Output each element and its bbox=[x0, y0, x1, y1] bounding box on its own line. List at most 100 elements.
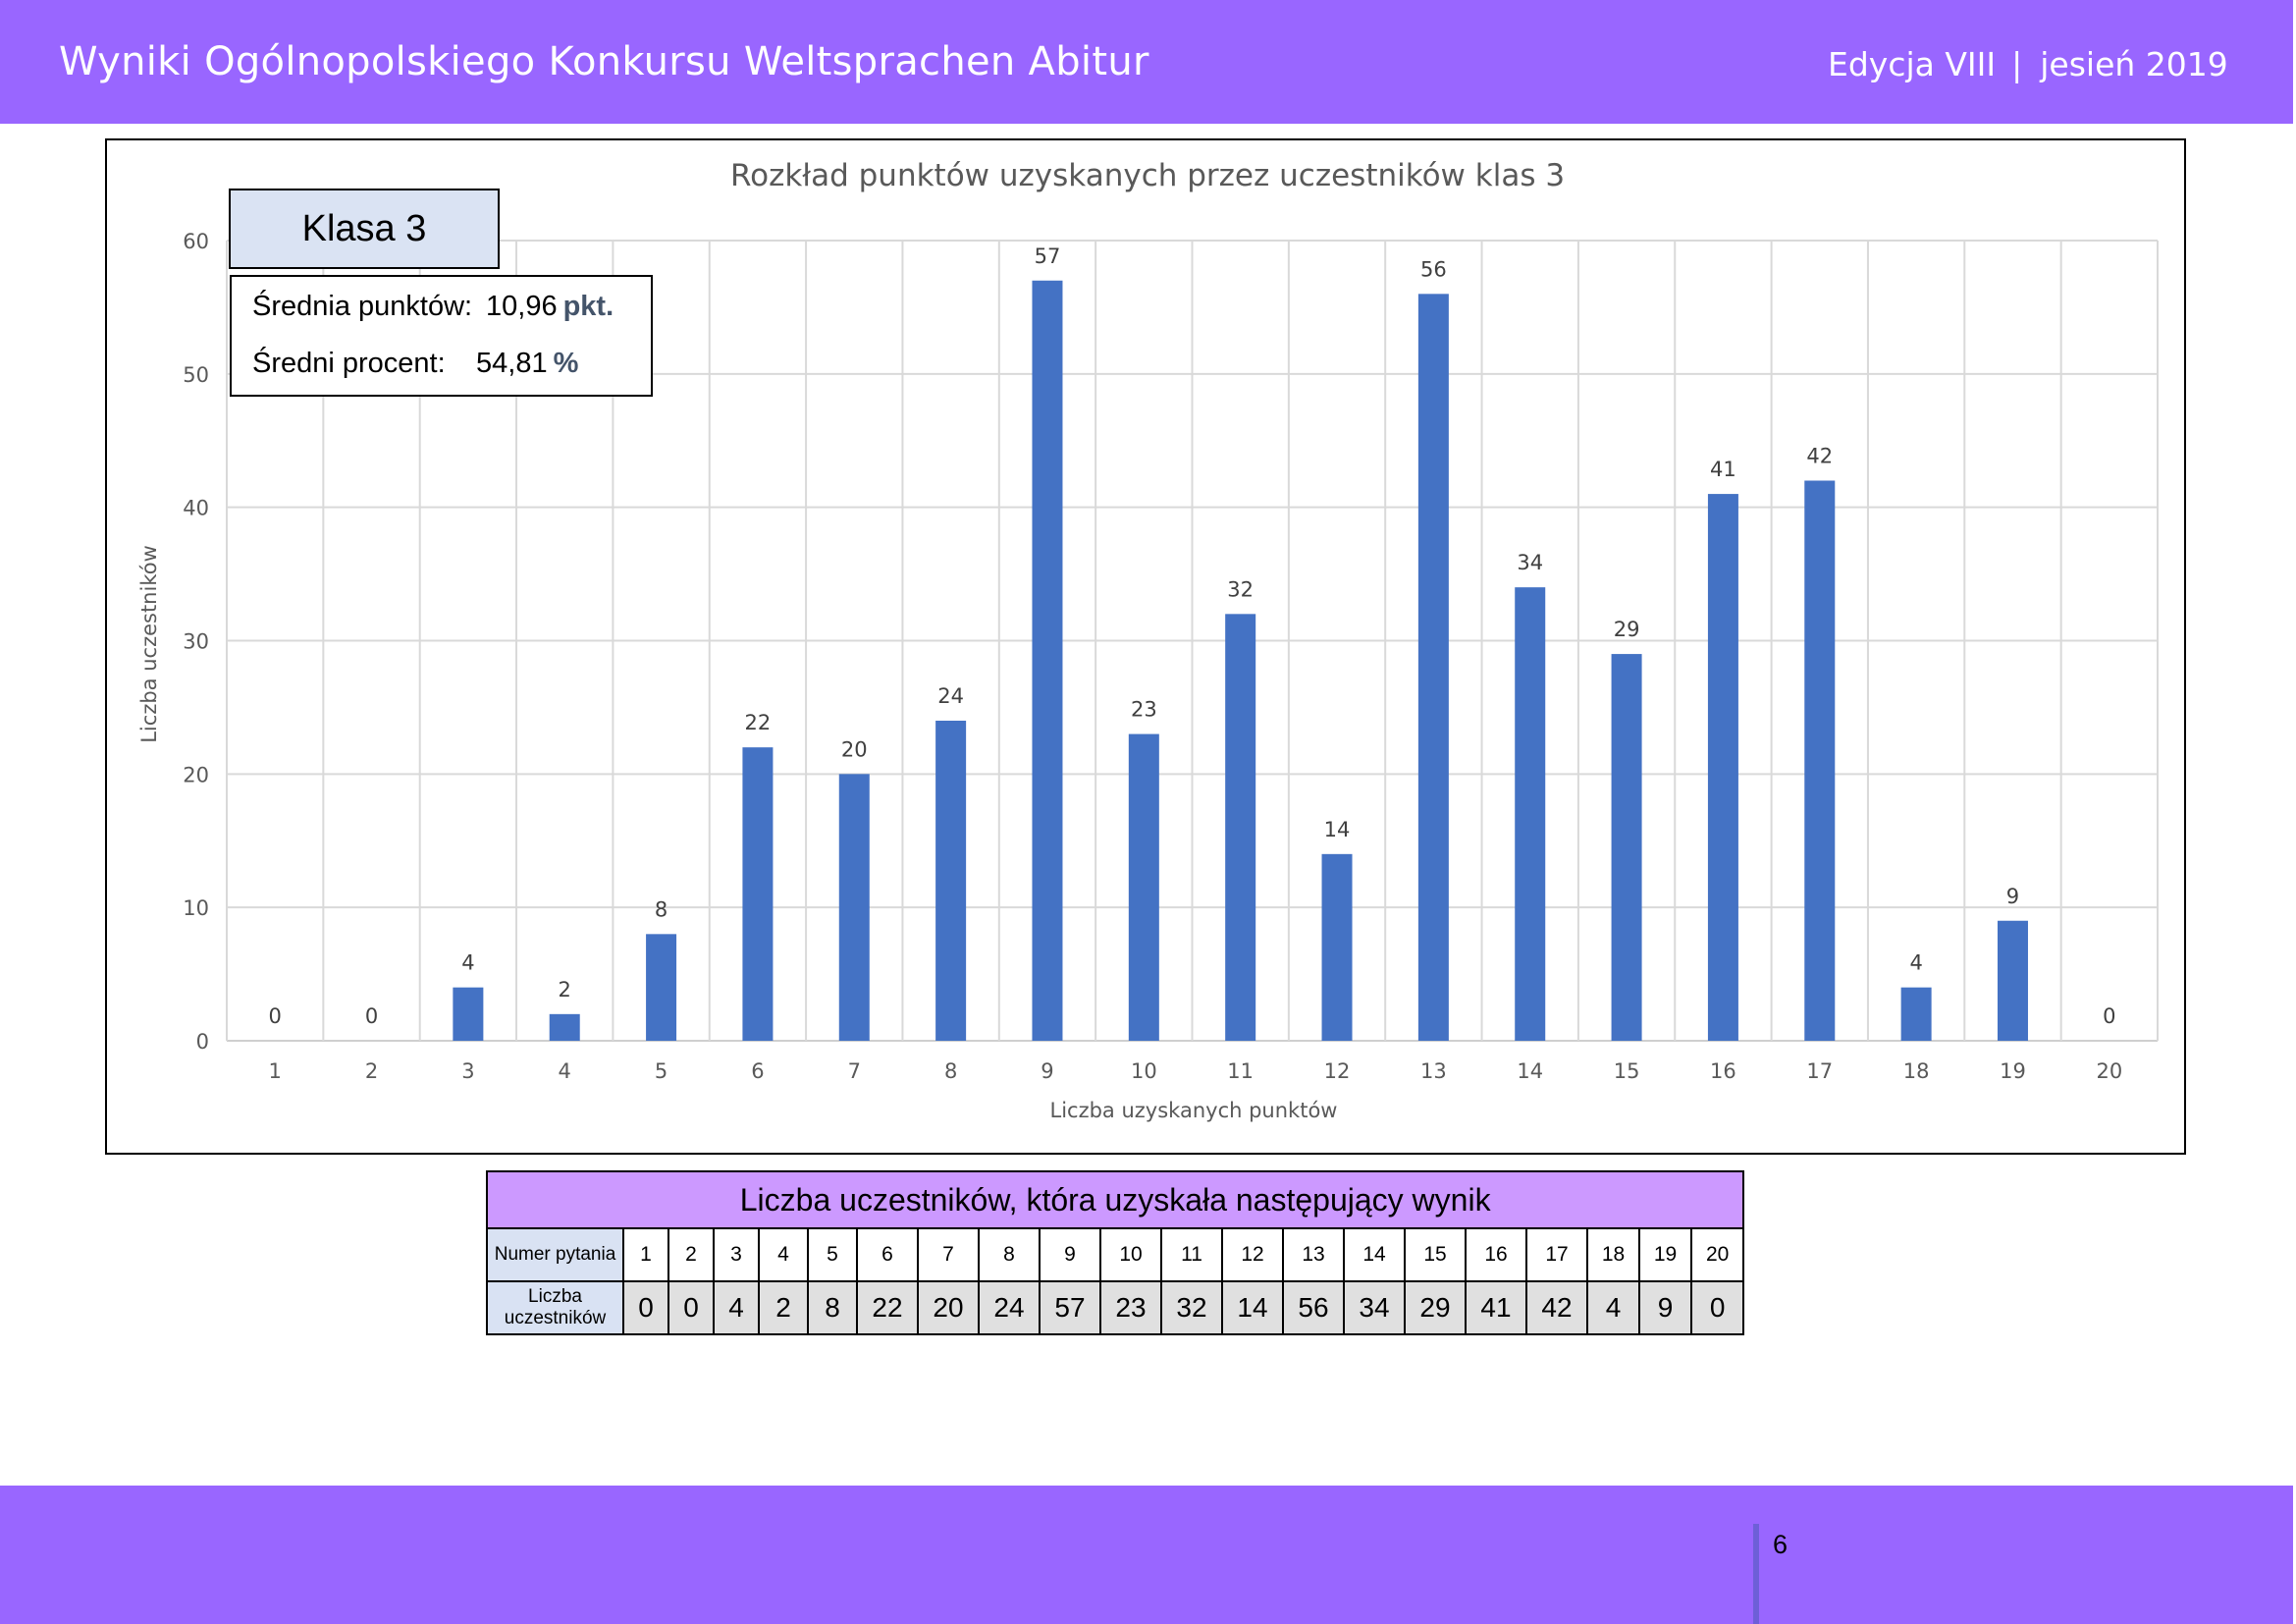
table-cell-count: 23 bbox=[1099, 1280, 1162, 1335]
bar bbox=[1611, 654, 1642, 1041]
table-cell-number: 11 bbox=[1160, 1227, 1223, 1282]
data-label: 20 bbox=[841, 737, 868, 761]
data-label: 42 bbox=[1806, 445, 1833, 468]
table-cell-number: 13 bbox=[1282, 1227, 1345, 1282]
x-tick-label: 12 bbox=[1324, 1059, 1351, 1083]
table-cell-count: 9 bbox=[1638, 1280, 1692, 1335]
edition-info: Edycja VIII | jesień 2019 bbox=[1828, 45, 2228, 83]
table-cell-number: 5 bbox=[807, 1227, 858, 1282]
table-cell-number: 14 bbox=[1343, 1227, 1406, 1282]
x-tick-label: 10 bbox=[1131, 1059, 1157, 1083]
table-cell-count: 2 bbox=[758, 1280, 809, 1335]
row-header-counts: Liczba uczestników bbox=[486, 1280, 624, 1335]
bar-chart: 0102030405060010243248522620724857923103… bbox=[137, 158, 2159, 1122]
avg-points-row: Średnia punktów: 10,96 pkt. bbox=[252, 291, 614, 323]
data-label: 29 bbox=[1614, 618, 1640, 641]
bar bbox=[1707, 494, 1738, 1041]
data-label: 41 bbox=[1710, 458, 1736, 481]
table-cell-count: 56 bbox=[1282, 1280, 1345, 1335]
avg-percent-label: Średni procent: bbox=[252, 348, 446, 379]
avg-points-unit: pkt. bbox=[562, 291, 614, 322]
table-cell-count: 22 bbox=[856, 1280, 919, 1335]
avg-points-label: Średnia punktów: bbox=[252, 291, 473, 322]
x-tick-label: 3 bbox=[461, 1059, 474, 1083]
x-tick-label: 20 bbox=[2096, 1059, 2122, 1083]
data-label: 57 bbox=[1035, 244, 1061, 268]
table-cell-count: 14 bbox=[1221, 1280, 1284, 1335]
x-tick-label: 19 bbox=[2000, 1059, 2026, 1083]
page-footer bbox=[0, 1486, 2293, 1624]
edition-separator: | bbox=[2011, 45, 2023, 83]
x-tick-label: 1 bbox=[268, 1059, 281, 1083]
class-label-box: Klasa 3 bbox=[229, 189, 500, 269]
bar bbox=[1032, 280, 1063, 1041]
x-tick-label: 4 bbox=[559, 1059, 571, 1083]
chart-title: Rozkład punktów uzyskanych przez uczestn… bbox=[730, 158, 1565, 193]
x-tick-label: 16 bbox=[1710, 1059, 1736, 1083]
table-title: Liczba uczestników, która uzyskała nastę… bbox=[485, 1170, 1745, 1229]
table-cell-count: 0 bbox=[1689, 1280, 1745, 1335]
x-tick-label: 9 bbox=[1041, 1059, 1053, 1083]
data-label: 24 bbox=[937, 684, 964, 708]
x-tick-label: 7 bbox=[848, 1059, 861, 1083]
x-tick-label: 18 bbox=[1903, 1059, 1930, 1083]
data-label: 0 bbox=[268, 1004, 281, 1028]
table-cell-number: 18 bbox=[1586, 1227, 1640, 1282]
bar bbox=[1900, 987, 1932, 1041]
bar bbox=[1997, 920, 2028, 1041]
bar bbox=[935, 721, 967, 1041]
data-label: 2 bbox=[559, 978, 571, 1001]
row-header-numbers: Numer pytania bbox=[486, 1227, 624, 1282]
x-tick-label: 15 bbox=[1614, 1059, 1640, 1083]
table-row-numbers: Numer pytania 1 2 3 4 5 6 7 8 9 10 11 12 13 14 15 16 17 1… bbox=[486, 1227, 1745, 1282]
table-cell-count: 57 bbox=[1039, 1280, 1101, 1335]
data-label: 22 bbox=[745, 711, 772, 734]
bar bbox=[1804, 480, 1836, 1041]
avg-percent-row: Średni procent: 54,81% bbox=[252, 348, 578, 380]
avg-percent-value: 54,81 bbox=[476, 348, 548, 379]
table-cell-number: 6 bbox=[856, 1227, 919, 1282]
table-cell-count: 42 bbox=[1525, 1280, 1588, 1335]
table-cell-count: 0 bbox=[667, 1280, 715, 1335]
x-tick-label: 11 bbox=[1227, 1059, 1254, 1083]
page-title: Wyniki Ogólnopolskiego Konkursu Weltspra… bbox=[59, 39, 1149, 84]
data-label: 4 bbox=[461, 951, 474, 975]
x-tick-label: 14 bbox=[1517, 1059, 1543, 1083]
table-row-counts: Liczba uczestników 0 0 4 2 8 22 20 24 57 23 32 14 56… bbox=[486, 1280, 1745, 1335]
bar bbox=[838, 774, 870, 1041]
table-cell-number: 8 bbox=[978, 1227, 1041, 1282]
table-cell-number: 15 bbox=[1404, 1227, 1467, 1282]
y-tick-label: 40 bbox=[183, 497, 209, 520]
x-tick-label: 17 bbox=[1806, 1059, 1833, 1083]
data-label: 23 bbox=[1131, 698, 1157, 722]
avg-percent-unit: % bbox=[553, 348, 579, 379]
table-cell-number: 16 bbox=[1465, 1227, 1527, 1282]
data-label: 8 bbox=[655, 897, 667, 921]
table-cell-number: 12 bbox=[1221, 1227, 1284, 1282]
table-cell-number: 7 bbox=[917, 1227, 980, 1282]
avg-points-value: 10,96 bbox=[486, 291, 558, 322]
table-cell-number: 19 bbox=[1638, 1227, 1692, 1282]
table-cell-number: 3 bbox=[713, 1227, 760, 1282]
y-tick-label: 20 bbox=[183, 763, 209, 786]
y-tick-label: 0 bbox=[196, 1030, 209, 1054]
bar bbox=[742, 747, 774, 1041]
table-cell-count: 4 bbox=[713, 1280, 760, 1335]
data-label: 56 bbox=[1420, 257, 1447, 281]
footer-divider bbox=[1753, 1524, 1759, 1624]
x-tick-label: 13 bbox=[1420, 1059, 1447, 1083]
edition-label: Edycja VIII bbox=[1828, 45, 1997, 83]
data-label: 0 bbox=[2103, 1004, 2115, 1028]
bar bbox=[646, 934, 677, 1041]
data-label: 0 bbox=[365, 1004, 378, 1028]
results-table-wrap: Liczba uczestników, która uzyskała nastę… bbox=[485, 1170, 1745, 1335]
table-cell-count: 41 bbox=[1465, 1280, 1527, 1335]
page-number: 6 bbox=[1773, 1530, 1789, 1559]
y-axis-label: Liczba uczestników bbox=[137, 545, 161, 743]
bar bbox=[549, 1013, 580, 1041]
table-cell-number: 2 bbox=[667, 1227, 715, 1282]
table-cell-number: 20 bbox=[1689, 1227, 1745, 1282]
x-tick-label: 8 bbox=[944, 1059, 957, 1083]
y-tick-label: 10 bbox=[183, 896, 209, 920]
results-table: Liczba uczestników, która uzyskała nastę… bbox=[485, 1170, 1745, 1335]
